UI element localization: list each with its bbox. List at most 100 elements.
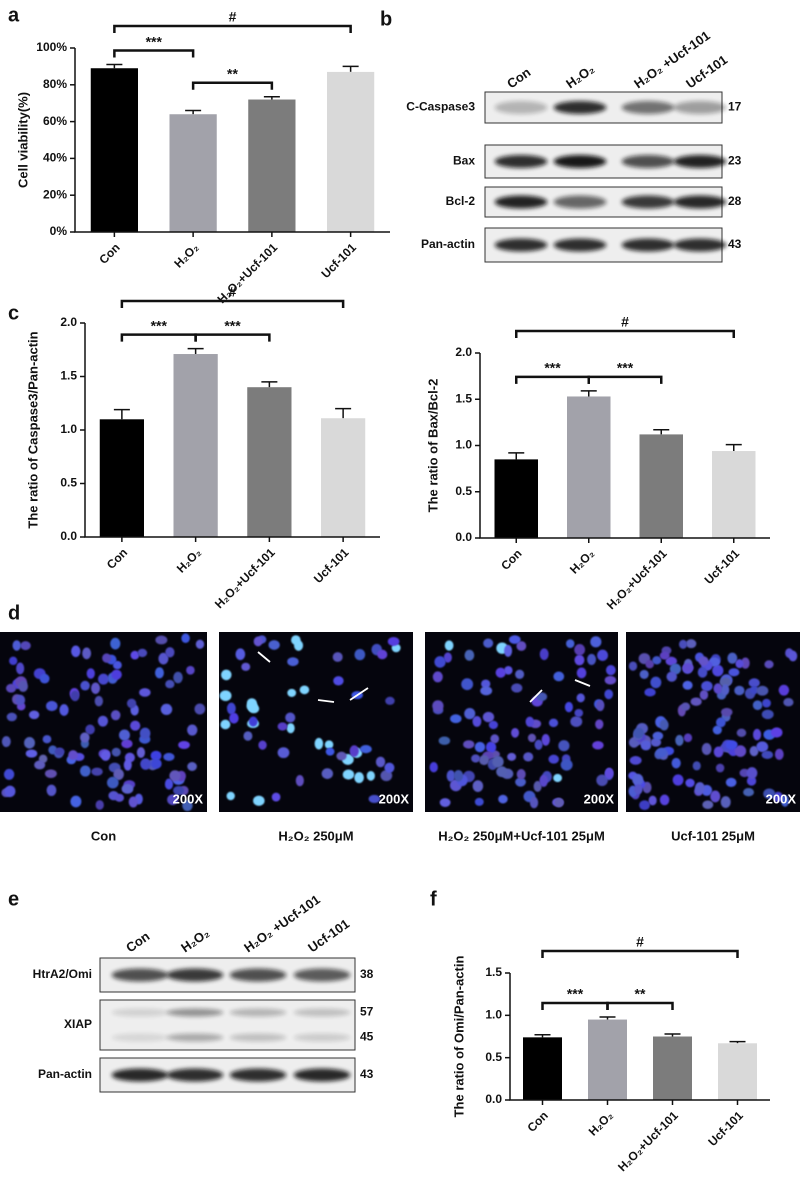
- nucleus: [342, 769, 355, 780]
- nucleus: [384, 762, 395, 773]
- nucleus: [574, 644, 586, 656]
- arrow: [574, 679, 591, 687]
- nucleus: [734, 685, 745, 696]
- nucleus: [106, 776, 119, 789]
- nucleus: [246, 700, 258, 712]
- blot-column-label: Con: [504, 64, 533, 91]
- nucleus: [85, 724, 95, 735]
- blot-column-label: H₂O₂: [178, 925, 212, 955]
- nucleus: [675, 734, 684, 746]
- nucleus: [59, 704, 69, 716]
- nucleus: [100, 750, 111, 761]
- nucleus: [434, 656, 446, 668]
- nucleus: [507, 752, 517, 761]
- nucleus: [756, 685, 769, 696]
- kda-label: 43: [360, 1067, 374, 1081]
- nucleus: [496, 766, 508, 778]
- nucleus: [485, 741, 497, 753]
- nucleus: [721, 707, 733, 717]
- nucleus: [139, 727, 151, 740]
- nucleus: [650, 676, 662, 689]
- y-tick-label: 0%: [50, 224, 68, 238]
- nucleus: [629, 756, 642, 765]
- bar: [169, 114, 217, 232]
- micrograph-caption: H₂O₂ 250μM+Ucf-101 25μM: [438, 828, 605, 843]
- blot-row-label: Pan-actin: [421, 237, 475, 251]
- nucleus: [756, 741, 769, 753]
- x-tick-label: Con: [524, 1108, 550, 1134]
- nucleus: [86, 668, 95, 679]
- significance-label: ***: [146, 33, 163, 49]
- y-tick-label: 0.5: [485, 1050, 502, 1064]
- nucleus: [438, 736, 451, 745]
- x-tick-label: H₂O₂: [171, 240, 201, 270]
- nucleus: [163, 752, 175, 761]
- nucleus: [102, 653, 112, 663]
- nucleus: [20, 641, 31, 651]
- kda-label: 17: [728, 100, 742, 114]
- y-tick-label: 0.5: [455, 484, 472, 498]
- nucleus: [479, 754, 490, 766]
- nucleus: [439, 798, 451, 807]
- nucleus: [685, 639, 697, 649]
- nucleus: [429, 761, 438, 773]
- x-tick-label: H₂O₂+Ucf-101: [604, 546, 670, 612]
- nucleus: [474, 741, 486, 753]
- y-axis-label: The ratio of Bax/Bcl-2: [425, 379, 440, 513]
- blot-row-label: Bcl-2: [446, 194, 476, 208]
- kda-label: 43: [728, 237, 742, 251]
- nucleus: [774, 748, 784, 760]
- arrow: [317, 699, 335, 703]
- error-bar: [653, 429, 670, 435]
- nucleus: [167, 794, 179, 806]
- kda-label: 38: [360, 967, 374, 981]
- nucleus: [226, 702, 236, 715]
- nucleus: [377, 649, 388, 660]
- nucleus: [698, 656, 709, 666]
- nucleus: [114, 793, 125, 802]
- nucleus: [229, 712, 239, 724]
- nucleus: [576, 667, 587, 679]
- nucleus: [541, 733, 550, 746]
- nucleus: [453, 769, 464, 782]
- y-axis-label: The ratio of Omi/Pan-actin: [451, 956, 466, 1118]
- nucleus: [299, 685, 310, 695]
- nucleus: [720, 796, 731, 808]
- nucleus: [321, 768, 334, 779]
- nucleus: [710, 790, 721, 803]
- blot-band: [166, 968, 224, 982]
- nucleus: [4, 785, 16, 798]
- bar: [90, 68, 138, 233]
- nucleus: [533, 780, 542, 792]
- nucleus: [534, 739, 543, 750]
- nucleus: [763, 788, 776, 799]
- nucleus: [697, 666, 708, 678]
- significance-bracket: [515, 329, 735, 338]
- nucleus: [111, 747, 121, 757]
- nucleus: [778, 684, 790, 696]
- nucleus: [71, 645, 81, 658]
- blot-band: [494, 155, 548, 168]
- nucleus: [155, 635, 168, 645]
- error-bar: [185, 109, 202, 115]
- nucleus: [6, 712, 17, 722]
- nucleus: [685, 778, 695, 788]
- blot-row-label: HtrA2/Omi: [33, 967, 92, 981]
- nucleus: [596, 774, 608, 787]
- nucleus: [169, 770, 181, 782]
- nucleus: [480, 686, 493, 696]
- nucleus: [719, 677, 732, 687]
- blot-band: [229, 1068, 287, 1082]
- nucleus: [645, 659, 654, 669]
- nucleus: [219, 690, 232, 702]
- nucleus: [194, 703, 206, 715]
- nucleus: [481, 679, 491, 689]
- y-tick-label: 0.5: [60, 476, 77, 490]
- blot-column-label: Ucf-101: [683, 52, 730, 91]
- error-bar: [580, 390, 597, 397]
- nucleus: [788, 650, 798, 662]
- blot-band: [494, 101, 548, 114]
- nucleus: [16, 662, 25, 675]
- nucleus: [644, 688, 656, 697]
